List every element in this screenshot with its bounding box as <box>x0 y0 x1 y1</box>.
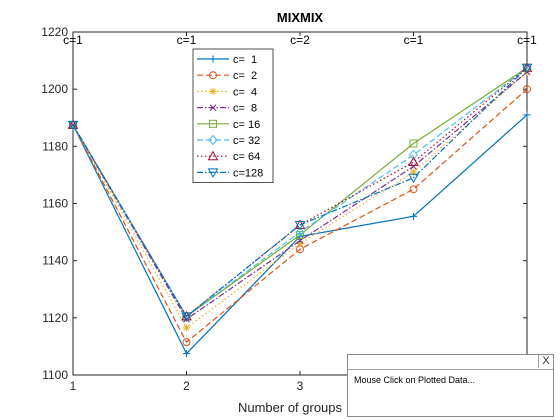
chart-title: MIXMIX <box>277 10 324 25</box>
data-point <box>181 312 192 322</box>
series-8 <box>67 63 533 322</box>
data-point <box>410 168 417 176</box>
x-tick-label: 2 <box>183 379 190 393</box>
cluster-count-label: c=1 <box>517 33 537 47</box>
popup-close-button[interactable]: X <box>538 355 553 368</box>
series-line <box>72 67 528 318</box>
popup-title-bar[interactable]: X <box>348 355 553 370</box>
legend: c= 1 c= 2 c= 4 c= 8 c= 16 c= 32 c= 64 c=128 <box>192 48 274 184</box>
legend-marker <box>209 55 217 63</box>
y-tick-label: 1220 <box>41 25 68 39</box>
data-point <box>295 226 305 238</box>
axis-ticks: 123451100112011401160118012001220 <box>41 25 530 393</box>
y-tick-label: 1180 <box>42 139 68 153</box>
data-point <box>409 185 418 194</box>
legend-marker <box>209 119 217 128</box>
popup-message: Mouse Click on Plotted Data... <box>354 375 476 385</box>
data-point <box>521 63 533 74</box>
data-point <box>294 220 306 231</box>
y-tick-label: 1200 <box>41 82 68 96</box>
data-point <box>523 111 531 119</box>
cluster-count-label: c=1 <box>404 33 424 47</box>
legend-entry-label: c= 8 <box>233 103 257 115</box>
legend-entry-label: c= 32 <box>233 135 260 147</box>
legend-entry-label: c=128 <box>233 167 263 179</box>
legend-marker <box>207 150 219 161</box>
legend-entry-label: c= 64 <box>233 151 260 163</box>
y-tick-label: 1120 <box>42 311 68 325</box>
series-2 <box>69 85 531 347</box>
series-line <box>72 88 528 344</box>
legend-marker <box>209 87 217 95</box>
legend-entry-label: c= 4 <box>233 86 257 98</box>
legend-marker <box>208 134 218 146</box>
data-point <box>408 156 419 167</box>
y-tick-label: 1140 <box>42 254 68 268</box>
data-point <box>182 338 191 347</box>
data-point <box>410 212 417 220</box>
data-point <box>67 120 79 131</box>
data-point <box>183 350 190 358</box>
cluster-count-label: c=2 <box>290 33 310 47</box>
series-line <box>72 71 528 321</box>
data-cursor-popup[interactable]: X Mouse Click on Plotted Data... <box>347 354 554 417</box>
data-point <box>408 149 419 161</box>
legend-entry-label: c= 2 <box>233 70 257 82</box>
legend-box <box>192 48 274 184</box>
cluster-count-label: c=1 <box>63 33 83 47</box>
legend-entry-label: c= 1 <box>233 54 257 66</box>
data-point <box>183 324 190 332</box>
y-tick-label: 1100 <box>42 368 68 382</box>
series-layer <box>67 62 533 358</box>
data-point <box>296 240 304 248</box>
data-point <box>409 139 418 148</box>
y-tick-label: 1160 <box>42 197 68 211</box>
data-point <box>408 173 419 184</box>
axes-box <box>72 31 528 376</box>
legend-marker <box>209 71 217 80</box>
data-point <box>410 162 417 170</box>
data-point <box>523 85 531 94</box>
cluster-count-label: c=1 <box>177 33 197 47</box>
legend-marker <box>209 104 217 111</box>
legend-marker <box>207 168 219 178</box>
x-tick-label: 3 <box>297 379 304 393</box>
cluster-annotations: c=1 c=1 c=2 c=1 c=1 <box>63 33 537 47</box>
legend-entry-label: c= 16 <box>233 119 260 131</box>
x-axis-label: Number of groups <box>238 400 343 415</box>
x-tick-label: 1 <box>70 379 77 393</box>
